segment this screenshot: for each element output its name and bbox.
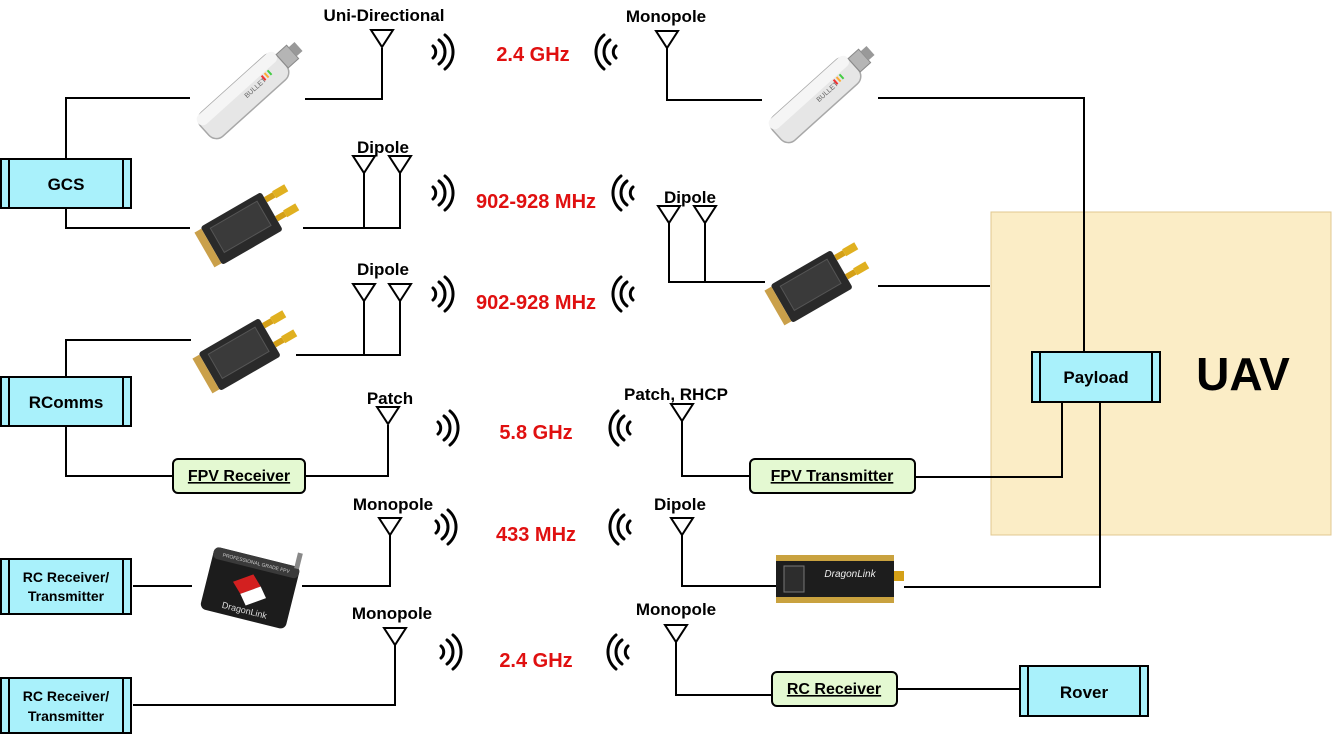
modules: FPV Receiver FPV Transmitter RC Receiver	[172, 458, 916, 707]
frequency-label: 5.8 GHz	[499, 422, 572, 444]
dragonlink-receiver-brand-text: DragonLink	[824, 569, 876, 580]
rc-transmitter-node-1[interactable]: RC Receiver/ Transmitter	[0, 558, 132, 615]
frequency-links: 2.4 GHz 902-928 MHz 902-928 MHz 5.8 GHz	[431, 33, 635, 672]
signal-waves-right-icon	[431, 275, 455, 313]
fpv-receiver-label: FPV Receiver	[188, 468, 290, 485]
dragonlink-transmitter-image: PROFESSIONAL GRADE FPV DragonLink	[200, 547, 303, 629]
signal-waves-right-icon	[434, 508, 458, 546]
rover-label: Rover	[1060, 683, 1109, 702]
antenna-label-dipole-rcomms: Dipole	[357, 260, 409, 279]
bullet-radio-image: BULLET	[768, 46, 875, 144]
frequency-label: 2.4 GHz	[496, 44, 569, 66]
rfd-modem-image	[192, 310, 298, 394]
fpv-transmitter-label: FPV Transmitter	[771, 468, 894, 485]
uni-directional-antenna-icon	[370, 29, 394, 48]
gcs-node[interactable]: GCS	[0, 158, 132, 209]
rfd-modem-image	[194, 184, 300, 268]
dipole-antenna-icon	[388, 283, 412, 302]
antenna-label-uni-directional: Uni-Directional	[324, 6, 445, 25]
signal-waves-left-icon	[606, 633, 630, 671]
fpv-receiver-module[interactable]: FPV Receiver	[172, 458, 306, 494]
antenna-label-patch: Patch	[367, 389, 413, 408]
frequency-label: 433 MHz	[496, 524, 576, 546]
signal-waves-left-icon	[611, 174, 635, 212]
monopole-antenna-icon	[655, 30, 679, 49]
antenna-label-monopole-rc1: Monopole	[353, 495, 433, 514]
patch-antenna-icon	[376, 406, 400, 425]
patch-rhcp-antenna-icon	[670, 403, 694, 422]
gcs-label: GCS	[48, 175, 85, 194]
antenna-label-dipole-uav: Dipole	[664, 188, 716, 207]
rc-receiver-label: RC Receiver	[787, 681, 881, 698]
signal-waves-right-icon	[431, 33, 455, 71]
signal-waves-left-icon	[611, 275, 635, 313]
frequency-label: 902-928 MHz	[476, 292, 596, 314]
rc-transmitter-label-line2: Transmitter	[28, 708, 105, 724]
rc-transmitter-node-2[interactable]: RC Receiver/ Transmitter	[0, 677, 132, 734]
nodes: GCS RComms RC Receiver/ Transmitter RC R…	[0, 158, 1161, 734]
rfd-modem-image	[764, 242, 870, 326]
antenna-label-monopole-top: Monopole	[626, 7, 706, 26]
frequency-label: 2.4 GHz	[499, 650, 572, 672]
dipole-antenna-icon	[693, 205, 717, 224]
signal-waves-right-icon	[439, 633, 463, 671]
fpv-transmitter-module[interactable]: FPV Transmitter	[749, 458, 916, 494]
monopole-antenna-icon	[378, 517, 402, 536]
dipole-antenna-icon	[670, 517, 694, 536]
frequency-label: 902-928 MHz	[476, 191, 596, 213]
rc-transmitter-label-line1: RC Receiver/	[23, 688, 109, 704]
rc-receiver-module[interactable]: RC Receiver	[771, 671, 898, 707]
antenna-label-dipole-uav-rc: Dipole	[654, 495, 706, 514]
rcomms-node[interactable]: RComms	[0, 376, 132, 427]
antenna-label-monopole-rover: Monopole	[636, 600, 716, 619]
bullet-radio-image: BULLET	[196, 42, 303, 140]
payload-label: Payload	[1063, 368, 1128, 387]
antenna-label-dipole-gcs: Dipole	[357, 138, 409, 157]
dipole-antenna-icon	[352, 155, 376, 174]
rc-transmitter-label-line2: Transmitter	[28, 588, 105, 604]
dragonlink-receiver-image: DragonLink	[776, 555, 904, 603]
dipole-antenna-icon	[657, 205, 681, 224]
antennas: Uni-Directional Monopole Dipole Dipole D…	[324, 6, 728, 646]
signal-waves-right-icon	[436, 409, 460, 447]
rover-node[interactable]: Rover	[1019, 665, 1149, 717]
signal-waves-right-icon	[431, 174, 455, 212]
rc-transmitter-label-line1: RC Receiver/	[23, 569, 109, 585]
dipole-antenna-icon	[388, 155, 412, 174]
dipole-antenna-icon	[352, 283, 376, 302]
signal-waves-left-icon	[594, 33, 618, 71]
wires	[65, 48, 1101, 706]
antenna-label-monopole-rc2: Monopole	[352, 604, 432, 623]
monopole-antenna-icon	[664, 624, 688, 643]
signal-waves-left-icon	[608, 508, 632, 546]
uav-label: UAV	[1196, 348, 1290, 400]
monopole-antenna-icon	[383, 627, 407, 646]
payload-node[interactable]: Payload	[1031, 351, 1161, 403]
signal-waves-left-icon	[608, 409, 632, 447]
rcomms-label: RComms	[29, 393, 104, 412]
antenna-label-patch-rhcp: Patch, RHCP	[624, 385, 728, 404]
